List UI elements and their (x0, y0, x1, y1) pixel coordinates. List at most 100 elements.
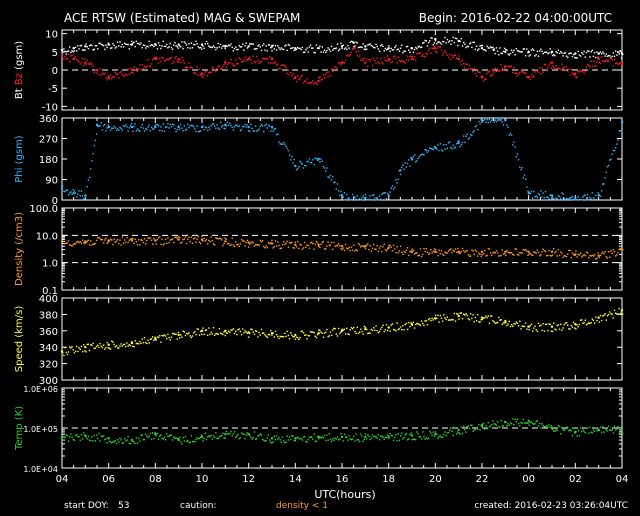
data-point (567, 426, 569, 428)
data-point (555, 329, 557, 331)
data-point (605, 59, 608, 61)
data-point (84, 198, 86, 200)
data-point (140, 42, 142, 44)
data-point (251, 328, 253, 331)
data-point (238, 57, 240, 59)
data-point (484, 49, 486, 51)
data-point (273, 245, 276, 248)
data-point (167, 333, 169, 336)
data-point (239, 58, 242, 61)
data-point (106, 242, 108, 244)
data-point (524, 422, 527, 424)
data-point (327, 47, 329, 49)
data-point (67, 194, 70, 196)
data-point (588, 432, 590, 435)
data-point (202, 240, 204, 242)
data-point (168, 435, 170, 438)
data-point (183, 62, 185, 64)
data-point (553, 322, 555, 324)
data-point (252, 43, 254, 45)
data-point (368, 58, 370, 61)
data-point (263, 130, 265, 133)
data-point (245, 126, 247, 128)
data-point (340, 435, 344, 439)
data-point (370, 44, 373, 47)
data-point (416, 322, 418, 325)
data-point (267, 333, 270, 336)
y-axis-label: Density (/cm3) (14, 212, 25, 286)
data-point (356, 249, 359, 252)
data-point (78, 241, 80, 244)
data-point (351, 438, 354, 440)
data-point (553, 247, 555, 250)
data-point (551, 330, 554, 333)
data-point (108, 78, 111, 80)
data-point (152, 432, 154, 434)
data-point (319, 161, 321, 163)
data-point (376, 437, 378, 440)
data-point (515, 421, 518, 423)
data-point (589, 56, 591, 58)
data-point (225, 125, 228, 127)
data-point (343, 328, 346, 330)
data-point (613, 250, 616, 253)
data-point (357, 46, 360, 49)
data-point (192, 332, 195, 334)
data-point (369, 60, 371, 62)
data-point (127, 241, 129, 243)
data-point (461, 247, 464, 250)
data-point (579, 427, 582, 429)
data-point (424, 39, 426, 42)
data-point (422, 53, 424, 56)
data-point (575, 328, 577, 330)
data-point (391, 250, 394, 252)
data-point (605, 428, 608, 431)
data-point (509, 132, 512, 135)
data-point (275, 435, 278, 437)
data-point (397, 252, 399, 254)
data-point (410, 322, 412, 324)
data-point (461, 317, 464, 320)
data-point (298, 78, 300, 81)
data-point (274, 127, 277, 130)
data-point (433, 248, 436, 250)
data-point (232, 433, 235, 435)
data-point (274, 61, 277, 64)
data-point (243, 332, 245, 334)
data-point (323, 248, 326, 250)
data-point (215, 237, 217, 239)
data-point (379, 435, 382, 437)
data-point (459, 40, 461, 43)
data-point (498, 425, 500, 428)
data-point (218, 65, 221, 67)
data-point (372, 327, 375, 329)
data-point (535, 420, 537, 423)
data-point (387, 326, 390, 329)
data-point (495, 322, 498, 324)
data-point (605, 171, 608, 174)
data-point (547, 254, 549, 257)
data-point (548, 323, 550, 325)
data-point (415, 252, 417, 254)
data-point (209, 46, 211, 48)
data-point (204, 432, 207, 435)
data-point (304, 51, 306, 54)
data-point (153, 128, 155, 130)
data-point (187, 66, 189, 69)
data-point (259, 125, 261, 128)
data-point (130, 438, 134, 442)
data-point (155, 56, 157, 59)
data-point (127, 130, 129, 132)
data-point (270, 441, 272, 444)
data-point (213, 436, 216, 439)
data-point (564, 255, 567, 257)
data-point (173, 436, 175, 438)
data-point (254, 243, 257, 246)
data-point (364, 326, 367, 329)
data-point (384, 47, 387, 50)
data-point (581, 430, 583, 433)
data-point (176, 129, 178, 131)
data-point (528, 253, 530, 255)
data-point (236, 333, 238, 336)
data-point (127, 345, 129, 347)
